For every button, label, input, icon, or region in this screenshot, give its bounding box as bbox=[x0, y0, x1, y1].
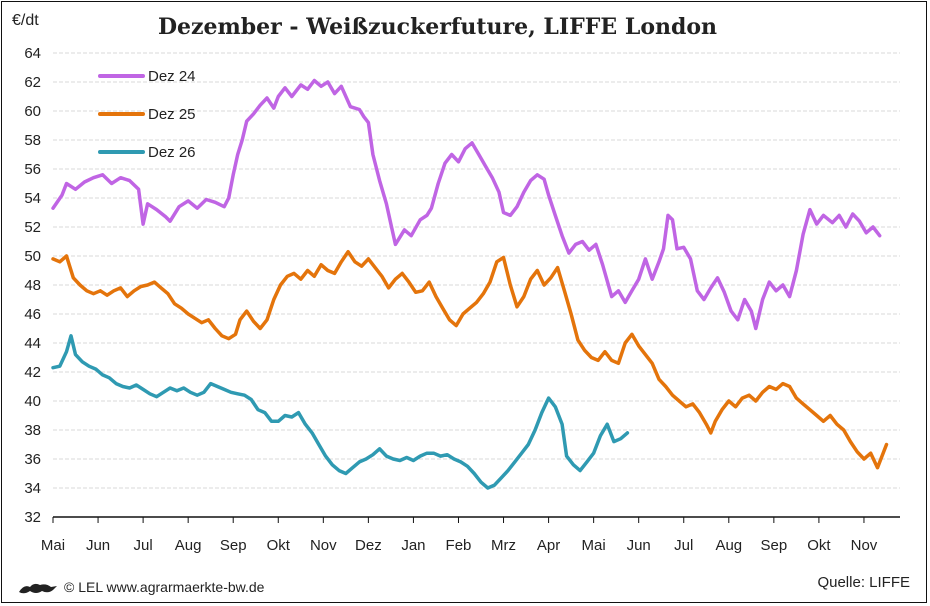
y-tick-label: 42 bbox=[24, 364, 41, 381]
legend-label: Dez 26 bbox=[148, 144, 196, 161]
y-tick-label: 52 bbox=[24, 219, 41, 236]
x-tick-label: Jan bbox=[401, 537, 425, 554]
series-line bbox=[51, 78, 882, 331]
y-tick-label: 64 bbox=[24, 45, 41, 62]
x-tick-label: Mai bbox=[582, 537, 606, 554]
y-tick-label: 54 bbox=[24, 190, 41, 207]
copyright-text: © LEL www.agrarmaerkte-bw.de bbox=[64, 579, 265, 595]
x-tick-label: Aug bbox=[715, 537, 742, 554]
source-text: Quelle: LIFFE bbox=[817, 574, 910, 591]
x-tick-label: Sep bbox=[760, 537, 787, 554]
x-tick-label: Dez bbox=[355, 537, 382, 554]
y-tick-label: 36 bbox=[24, 451, 41, 468]
lion-logo-icon bbox=[19, 583, 57, 594]
y-tick-label: 32 bbox=[24, 509, 41, 526]
series-line bbox=[51, 334, 630, 490]
y-tick-label: 46 bbox=[24, 306, 41, 323]
chart-title: Dezember - Weißzuckerfuture, LIFFE Londo… bbox=[157, 14, 718, 40]
y-tick-label: 58 bbox=[24, 132, 41, 149]
legend: Dez 24 Dez 25 Dez 26 bbox=[98, 68, 196, 161]
x-axis: Mai Jun Jul Aug Sep Okt Nov Dez Jan Feb Mrz Apr Mai J… bbox=[41, 516, 900, 554]
y-axis: 32 34 36 38 40 42 44 46 48 50 52 54 56 58 60 62 64 bbox=[24, 45, 41, 526]
legend-label: Dez 24 bbox=[148, 68, 196, 85]
y-tick-label: 56 bbox=[24, 161, 41, 178]
x-tick-label: Nov bbox=[851, 537, 878, 554]
x-tick-label: Feb bbox=[446, 537, 472, 554]
y-tick-label: 60 bbox=[24, 103, 41, 120]
y-axis-unit: €/dt bbox=[12, 12, 39, 29]
y-tick-label: 38 bbox=[24, 422, 41, 439]
y-tick-label: 62 bbox=[24, 74, 41, 91]
x-tick-label: Jul bbox=[134, 537, 153, 554]
y-tick-label: 50 bbox=[24, 248, 41, 265]
x-tick-label: Sep bbox=[220, 537, 247, 554]
series-line bbox=[51, 249, 889, 470]
x-tick-label: Okt bbox=[807, 537, 831, 554]
y-tick-label: 44 bbox=[24, 335, 41, 352]
x-tick-label: Apr bbox=[537, 537, 560, 554]
x-tick-label: Mai bbox=[41, 537, 65, 554]
legend-label: Dez 25 bbox=[148, 106, 196, 123]
x-tick-label: Jun bbox=[86, 537, 110, 554]
x-tick-label: Aug bbox=[175, 537, 202, 554]
series-lines bbox=[51, 78, 889, 490]
x-tick-label: Jul bbox=[674, 537, 693, 554]
y-tick-label: 34 bbox=[24, 480, 41, 497]
x-tick-label: Okt bbox=[267, 537, 291, 554]
x-tick-label: Jun bbox=[627, 537, 651, 554]
x-tick-label: Nov bbox=[310, 537, 337, 554]
x-tick-label: Mrz bbox=[491, 537, 516, 554]
y-tick-label: 40 bbox=[24, 393, 41, 410]
footer-copyright: © LEL www.agrarmaerkte-bw.de bbox=[18, 578, 264, 596]
y-tick-label: 48 bbox=[24, 277, 41, 294]
